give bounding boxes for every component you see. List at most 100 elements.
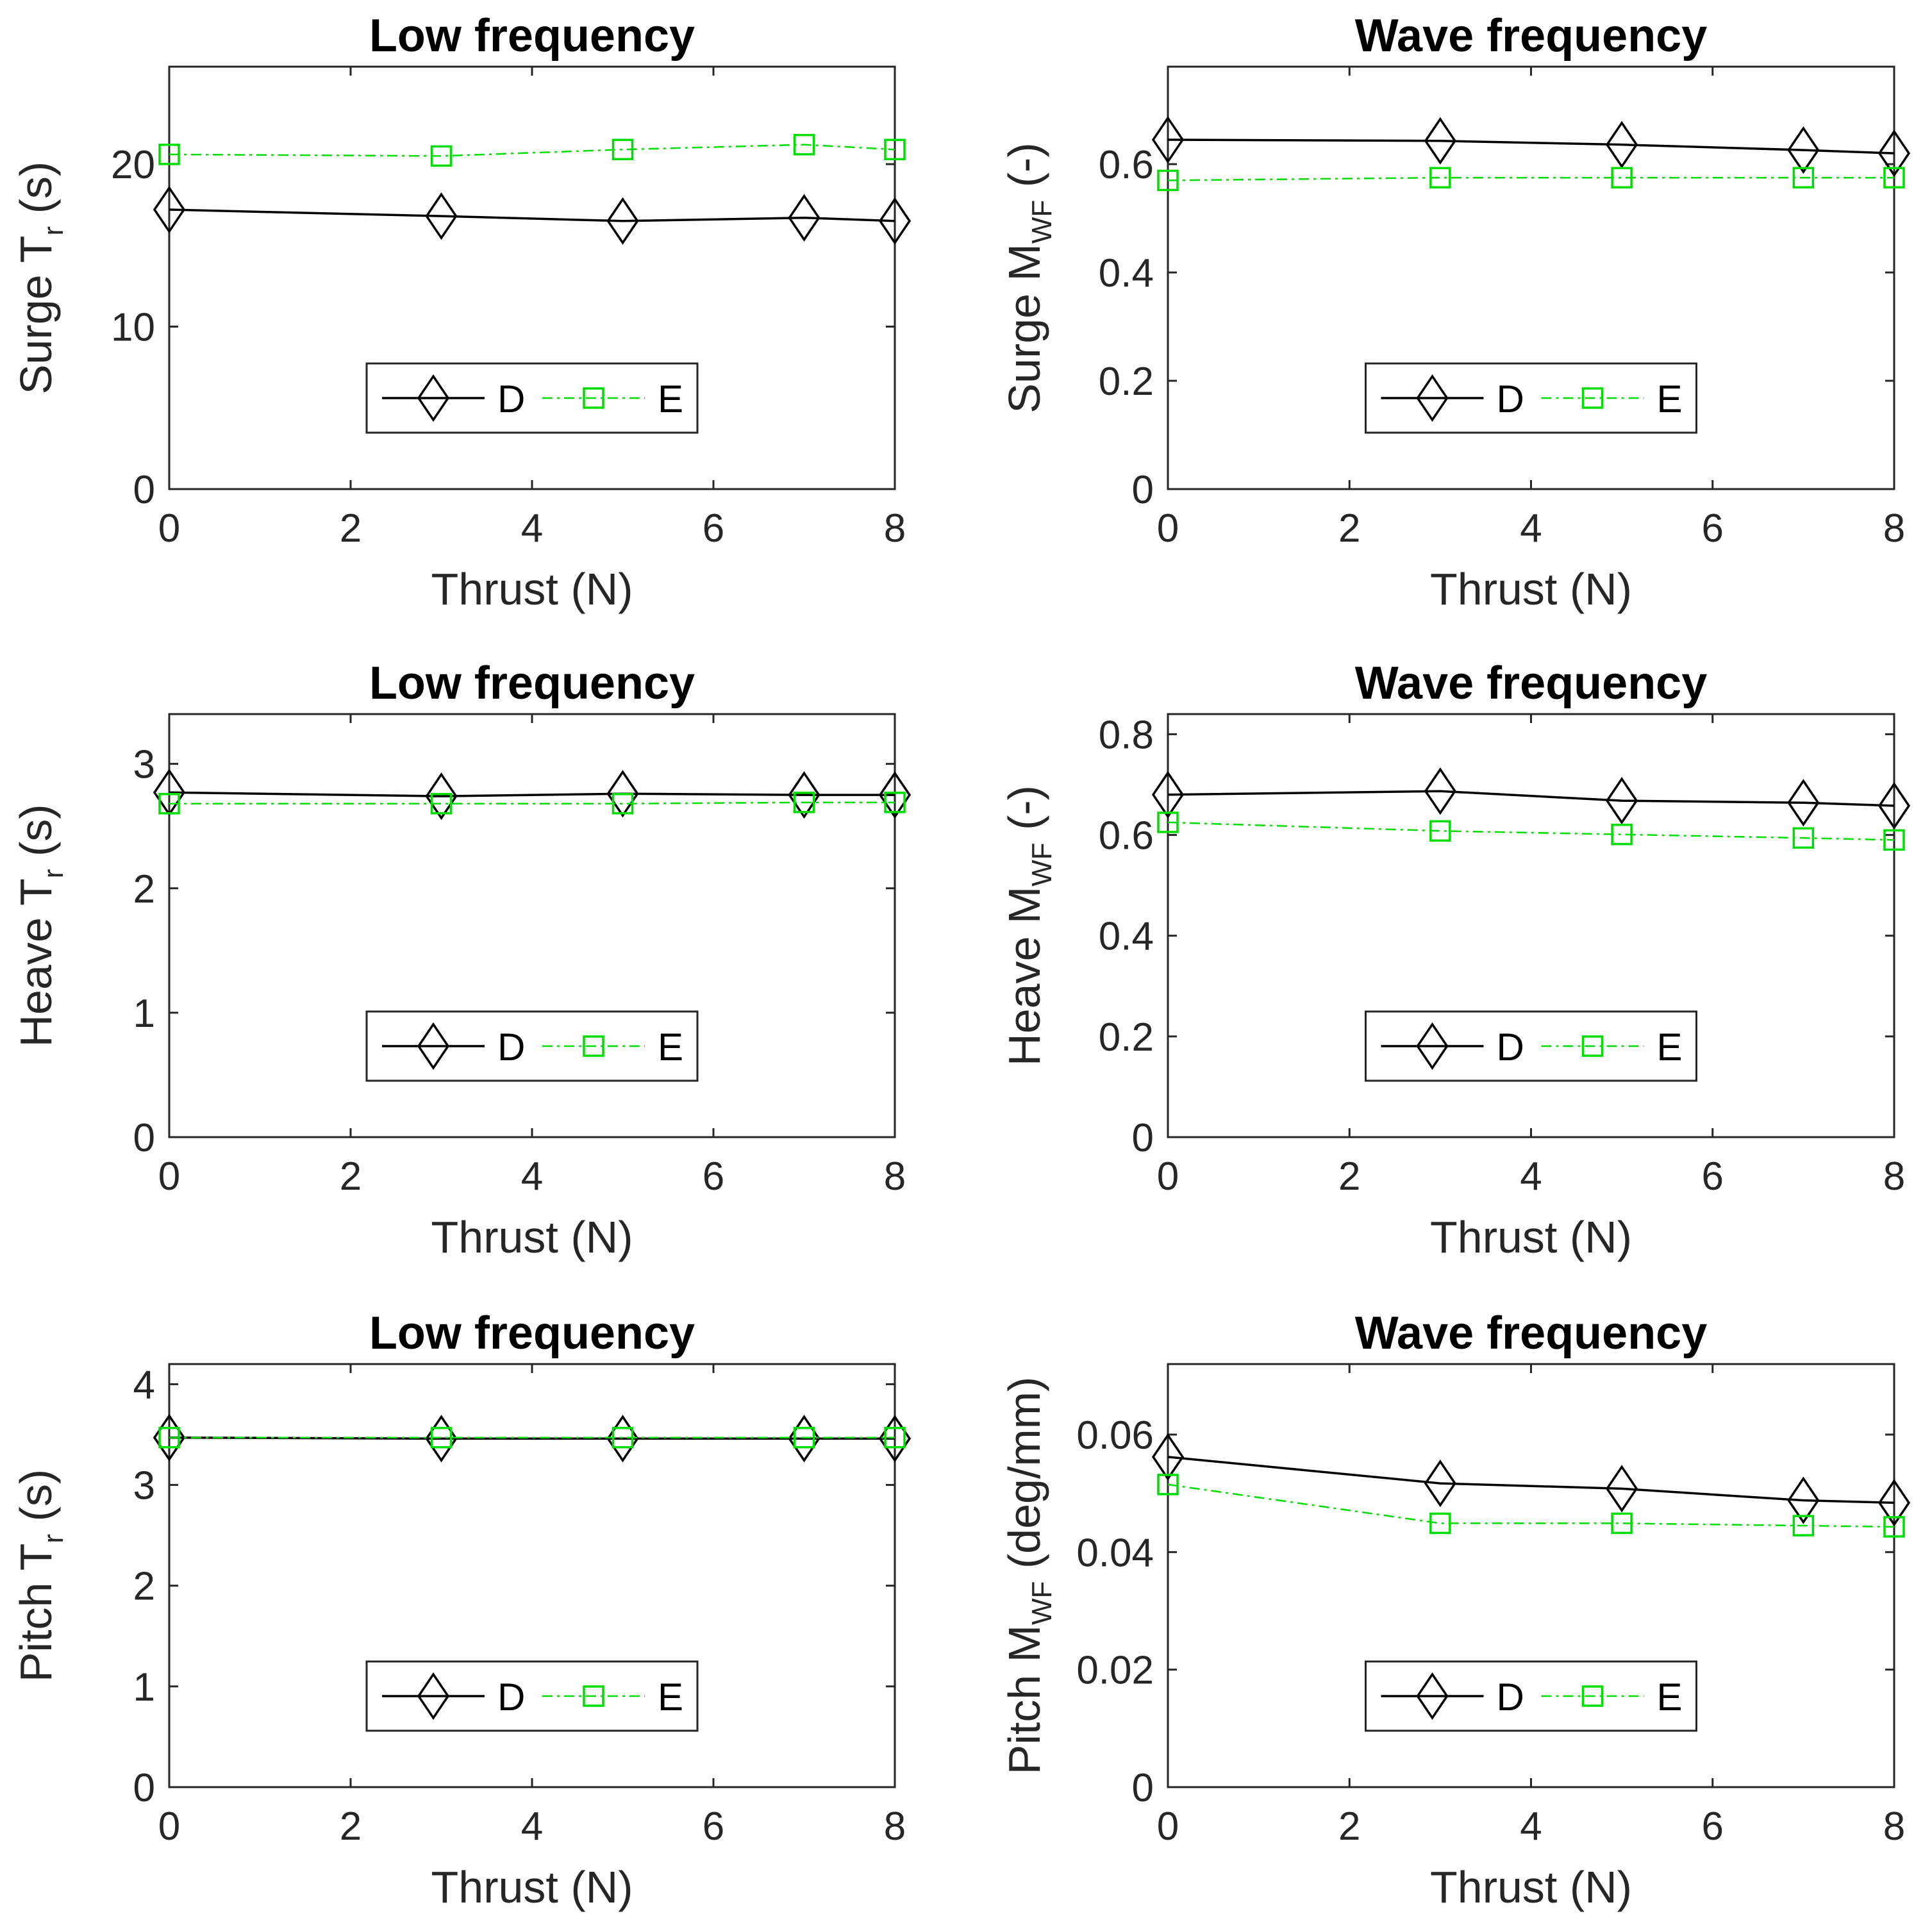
- y-axis-label-units: (-): [999, 785, 1049, 842]
- chart-panel-1: 0 2 4 6 8 0 10 20 Low frequency Thrust (N) Surge T…: [11, 10, 912, 614]
- chart-title: Wave frequency: [1355, 658, 1708, 709]
- chart-title: Low frequency: [369, 10, 695, 62]
- legend-label-E: E: [1657, 1026, 1683, 1069]
- data-point-D: [425, 192, 458, 240]
- data-point-D: [1151, 770, 1185, 819]
- y-tick-label: 0.4: [1099, 251, 1154, 296]
- x-tick-label: 2: [1338, 506, 1360, 551]
- y-tick-label: 0.8: [1099, 713, 1154, 757]
- y-axis-label: Pitch Tr (s): [11, 1469, 69, 1682]
- chart-title: Wave frequency: [1355, 10, 1708, 62]
- data-point-D: [1787, 126, 1820, 174]
- chart-panel-6: 0 2 4 6 8 0 0.02 0.04 0.06 Wave frequency Thrust (…: [999, 1308, 1911, 1912]
- data-point-E: [793, 792, 815, 813]
- x-tick-label: 4: [1520, 1154, 1542, 1199]
- data-point-E: [1157, 812, 1179, 833]
- data-point-D: [788, 194, 820, 242]
- data-point-E: [884, 138, 906, 161]
- data-point-E: [1611, 167, 1633, 188]
- legend-marker-E: [583, 1685, 604, 1707]
- data-point-E: [1883, 167, 1905, 188]
- x-tick-label: 8: [884, 506, 906, 551]
- legend-marker-D: [1416, 1022, 1449, 1070]
- x-tick-label: 6: [703, 1804, 724, 1849]
- x-tick-label: 2: [1338, 1154, 1360, 1199]
- x-tick-label: 0: [158, 1154, 180, 1199]
- legend-label-D: D: [1497, 1026, 1524, 1069]
- x-tick-label: 2: [1338, 1804, 1360, 1849]
- data-point-E: [430, 145, 453, 167]
- y-tick-label: 3: [133, 743, 155, 787]
- data-point-D: [1151, 1433, 1185, 1481]
- y-tick-label: 0.2: [1099, 360, 1154, 404]
- x-tick-label: 0: [158, 506, 180, 551]
- x-tick-label: 0: [158, 1804, 180, 1849]
- x-tick-label: 8: [884, 1154, 906, 1199]
- data-point-E: [430, 1426, 453, 1449]
- data-point-E: [612, 793, 634, 815]
- y-axis-label-sub: r: [38, 1534, 69, 1544]
- chart-panel-2: 0 2 4 6 8 0 0.2 0.4 0.6 Wave frequency Thrust (N) S…: [999, 10, 1911, 614]
- y-tick-label: 4: [133, 1363, 155, 1407]
- data-point-E: [158, 793, 180, 815]
- x-tick-label: 8: [1883, 506, 1905, 551]
- y-axis-label-units: (s): [11, 1469, 61, 1534]
- x-tick-label: 4: [521, 506, 543, 551]
- x-tick-label: 6: [1702, 1154, 1724, 1199]
- y-tick-label: 0: [133, 468, 155, 512]
- y-axis-label-sub: WF: [1026, 1581, 1058, 1625]
- legend-label-D: D: [1497, 378, 1524, 421]
- y-tick-label: 0.6: [1099, 814, 1154, 858]
- x-tick-label: 2: [340, 506, 362, 551]
- legend-label-E: E: [658, 378, 683, 421]
- series-line-D: [1167, 1456, 1895, 1504]
- legend-label-D: D: [497, 1026, 525, 1069]
- y-axis-label-sub: r: [38, 226, 69, 236]
- y-tick-label: 0.2: [1099, 1015, 1154, 1060]
- x-tick-label: 4: [1520, 1804, 1542, 1849]
- data-point-D: [425, 772, 458, 820]
- y-axis-label-units: (deg/mm): [999, 1377, 1049, 1581]
- data-point-E: [1792, 1515, 1815, 1536]
- legend-marker-E: [1581, 387, 1604, 409]
- data-point-D: [1606, 1465, 1638, 1513]
- y-tick-label: 0.6: [1099, 143, 1154, 187]
- data-point-D: [606, 197, 639, 245]
- data-point-D: [153, 185, 186, 234]
- y-axis-label-units: (-): [999, 142, 1049, 199]
- y-axis-label-main: Surge T: [11, 236, 61, 395]
- x-axis-label: Thrust (N): [431, 1212, 633, 1262]
- data-point-D: [1877, 781, 1911, 830]
- data-point-D: [1424, 767, 1456, 815]
- y-tick-label: 0: [133, 1766, 155, 1810]
- x-axis-label: Thrust (N): [431, 1862, 633, 1912]
- data-point-D: [1151, 115, 1185, 164]
- data-point-E: [1611, 1512, 1633, 1535]
- x-tick-label: 4: [1520, 506, 1542, 551]
- y-tick-label: 0: [133, 1116, 155, 1160]
- series-line-E: [169, 144, 895, 157]
- data-point-E: [1157, 1474, 1179, 1495]
- y-axis-label-main: Pitch M: [999, 1625, 1049, 1774]
- y-axis-label-sub: r: [38, 869, 69, 879]
- x-tick-label: 0: [1157, 1154, 1179, 1199]
- chart-panel-5: 0 2 4 6 8 0 1 2 3 4 Low frequency Thrust (N) Pitch T…: [11, 1308, 912, 1912]
- y-tick-label: 0: [1132, 1116, 1154, 1160]
- series-line-D: [1167, 790, 1895, 807]
- x-tick-label: 8: [1883, 1154, 1905, 1199]
- y-axis-label-sub: WF: [1026, 842, 1058, 886]
- y-tick-label: 10: [111, 306, 155, 350]
- data-point-E: [1883, 829, 1905, 851]
- chart-panel-3: 0 2 4 6 8 0 1 2 3 Low frequency Thrust (N) Heave Tr…: [11, 658, 912, 1262]
- legend-label-D: D: [1497, 1676, 1524, 1719]
- legend-label-E: E: [658, 1676, 683, 1719]
- x-tick-label: 6: [1702, 1804, 1724, 1849]
- legend-marker-D: [417, 374, 450, 422]
- chart-title: Low frequency: [369, 1308, 695, 1359]
